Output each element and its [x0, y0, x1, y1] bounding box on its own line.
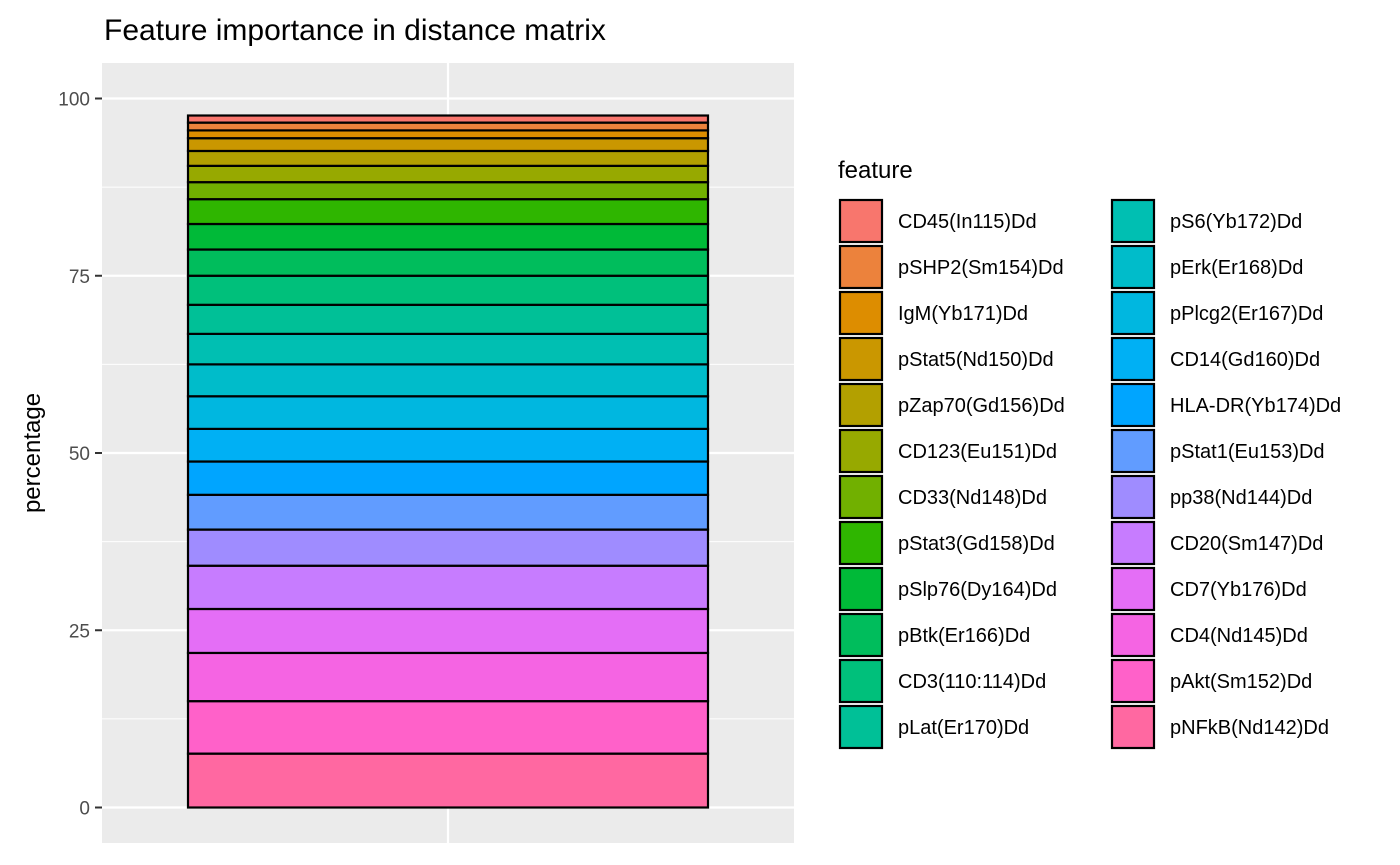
legend-key — [838, 428, 884, 474]
legend-label: pp38(Nd144)Dd — [1170, 487, 1312, 509]
bar-segment — [186, 181, 710, 201]
legend-label: HLA-DR(Yb174)Dd — [1170, 395, 1341, 417]
legend-label: pPlcg2(Er167)Dd — [1170, 303, 1323, 325]
legend-label: CD123(Eu151)Dd — [898, 441, 1057, 463]
legend-label: pZap70(Gd156)Dd — [898, 395, 1065, 417]
legend-key — [838, 336, 884, 382]
bar-segment — [186, 164, 710, 184]
bar-segment — [186, 149, 710, 167]
bar-segment — [186, 129, 710, 140]
y-tick-label: 50 — [69, 444, 90, 465]
legend-key — [1110, 290, 1156, 336]
y-tick-label: 25 — [69, 621, 90, 642]
legend-key — [1110, 428, 1156, 474]
bar-segment — [186, 121, 710, 132]
legend-key — [1110, 566, 1156, 612]
legend-key — [1110, 244, 1156, 290]
legend-label: pAkt(Sm152)Dd — [1170, 671, 1312, 693]
legend-label: pStat1(Eu153)Dd — [1170, 441, 1325, 463]
bar-segment — [186, 752, 710, 809]
legend-key — [1110, 198, 1156, 244]
legend-key — [1110, 382, 1156, 428]
chart-title: Feature importance in distance matrix — [104, 14, 606, 47]
bar-segment — [186, 303, 710, 335]
legend-label: pStat3(Gd158)Dd — [898, 533, 1055, 555]
y-tick-label: 0 — [79, 799, 90, 820]
legend-label: IgM(Yb171)Dd — [898, 303, 1028, 325]
y-axis-title: percentage — [19, 393, 46, 513]
legend-label: pBtk(Er166)Dd — [898, 625, 1030, 647]
legend-key — [1110, 520, 1156, 566]
bar-segment — [186, 427, 710, 463]
bar-segment — [186, 198, 710, 226]
legend-key — [1110, 704, 1156, 750]
bar-segment — [186, 114, 710, 124]
bar-segment — [186, 460, 710, 496]
legend-label: CD20(Sm147)Dd — [1170, 533, 1323, 555]
legend-title: feature — [838, 157, 913, 184]
legend-key — [838, 244, 884, 290]
bar-segment — [186, 700, 710, 755]
bar-segment — [186, 248, 710, 277]
legend-key — [838, 566, 884, 612]
legend-key — [1110, 658, 1156, 704]
legend-label: pSHP2(Sm154)Dd — [898, 257, 1064, 279]
legend-key — [838, 290, 884, 336]
bar-segment — [186, 137, 710, 153]
legend-key — [1110, 612, 1156, 658]
legend-label: pLat(Er170)Dd — [898, 717, 1029, 739]
bar-segment — [186, 493, 710, 531]
bar-segment — [186, 222, 710, 251]
bar-segment — [186, 564, 710, 611]
legend-key — [838, 704, 884, 750]
legend-key — [1110, 474, 1156, 520]
bar-segment — [186, 363, 710, 398]
legend-key — [838, 520, 884, 566]
legend-label: CD45(In115)Dd — [898, 211, 1037, 233]
legend: feature CD45(In115)Dd pSHP2(Sm154)Dd IgM(Y… — [838, 157, 1341, 750]
y-tick-label: 75 — [69, 267, 90, 288]
y-tick-label: 100 — [58, 90, 90, 111]
legend-label: CD33(Nd148)Dd — [898, 487, 1047, 509]
bar-segment — [186, 332, 710, 366]
legend-label: pNFkB(Nd142)Dd — [1170, 717, 1329, 739]
legend-key — [838, 474, 884, 520]
bar-segment — [186, 395, 710, 430]
legend-key — [838, 658, 884, 704]
legend-label: pS6(Yb172)Dd — [1170, 211, 1302, 233]
legend-label: CD14(Gd160)Dd — [1170, 349, 1320, 371]
legend-key — [838, 612, 884, 658]
bar-segment — [186, 651, 710, 703]
legend-label: CD3(110:114)Dd — [898, 671, 1046, 693]
legend-key — [838, 198, 884, 244]
bar-segments — [186, 114, 710, 809]
legend-label: pStat5(Nd150)Dd — [898, 349, 1054, 371]
y-axis: 0 25 50 75 100 — [58, 90, 102, 820]
legend-label: pErk(Er168)Dd — [1170, 257, 1303, 279]
legend-label: CD4(Nd145)Dd — [1170, 625, 1308, 647]
bar-segment — [186, 528, 710, 567]
legend-key — [838, 382, 884, 428]
legend-label: CD7(Yb176)Dd — [1170, 579, 1307, 601]
legend-key — [1110, 336, 1156, 382]
bar-segment — [186, 274, 710, 306]
bar-segment — [186, 607, 710, 655]
legend-label: pSlp76(Dy164)Dd — [898, 579, 1057, 601]
